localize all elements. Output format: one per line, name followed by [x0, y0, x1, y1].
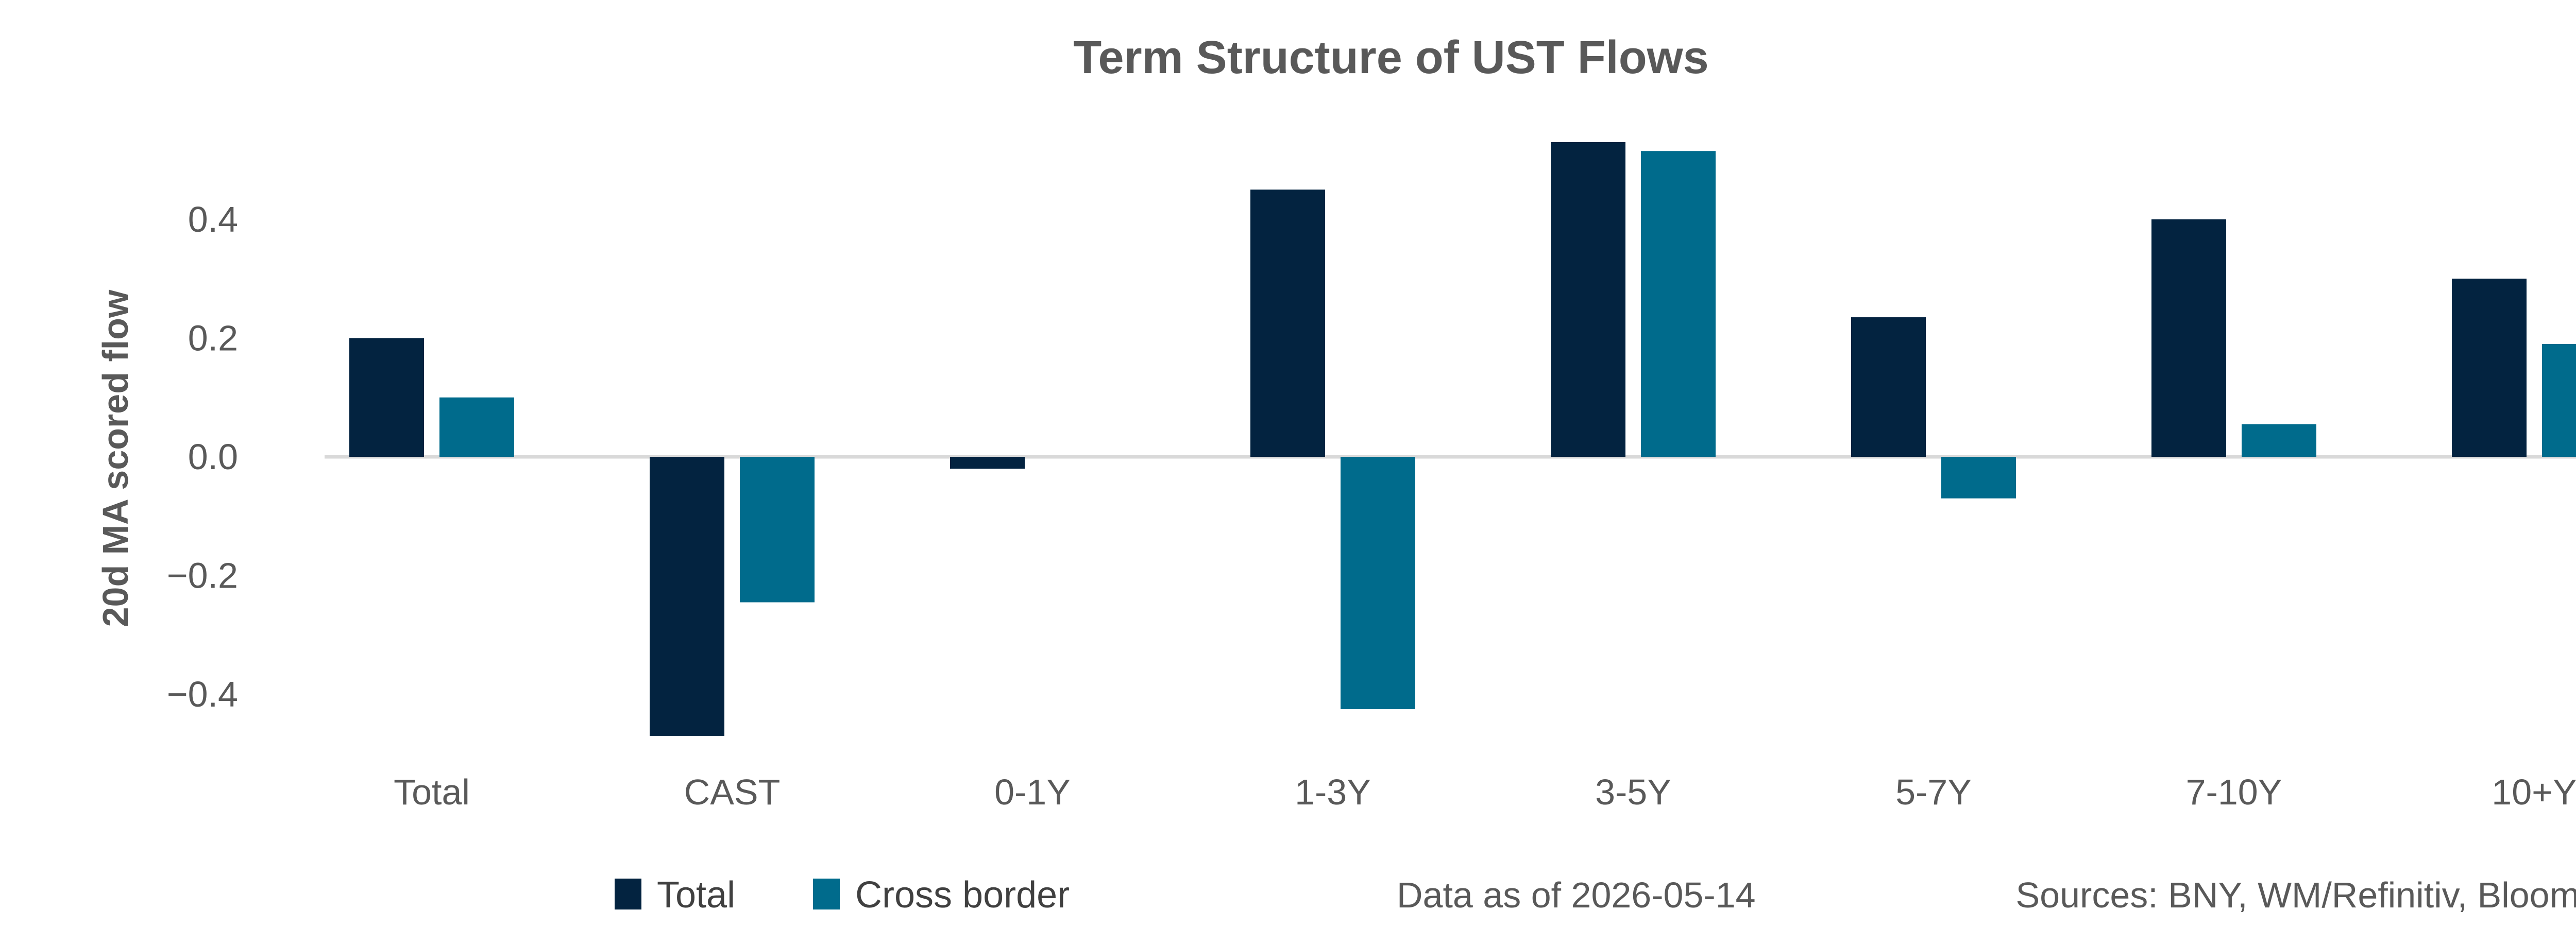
bar-cross-border-cast [740, 457, 815, 603]
legend-swatch-cross-border [813, 879, 840, 909]
y-axis-ticks: 0.4 0.2 0.0 −0.2 −0.4 [167, 199, 238, 714]
x-tick-label: 0-1Y [994, 772, 1071, 812]
bar-total-10-y [2452, 279, 2527, 457]
x-tick-label: 7-10Y [2186, 772, 2282, 812]
bar-total-0-1y [950, 457, 1025, 469]
x-axis-ticks: Total CAST 0-1Y 1-3Y 3-5Y 5-7Y 7-10Y 10+Y [394, 772, 2576, 812]
legend-swatch-total [615, 879, 641, 909]
y-axis-label: 20d MA scored flow [95, 289, 135, 627]
legend: Total Cross border [615, 874, 1070, 916]
bar-total-1-3y [1250, 190, 1325, 457]
y-tick-label: −0.2 [167, 556, 238, 596]
x-tick-label: CAST [684, 772, 781, 812]
bar-cross-border-3-5y [1641, 151, 1716, 457]
legend-label-total: Total [657, 874, 735, 916]
x-tick-label: 5-7Y [1895, 772, 1972, 812]
bar-total-3-5y [1551, 142, 1625, 457]
legend-label-cross-border: Cross border [855, 874, 1070, 916]
y-tick-label: −0.4 [167, 674, 238, 714]
bar-total-7-10y [2151, 219, 2226, 457]
sources: Sources: BNY, WM/Refinitiv, Bloomberg [2015, 875, 2576, 915]
y-tick-label: 0.4 [188, 199, 238, 239]
bar-cross-border-total [439, 397, 514, 457]
bar-cross-border-1-3y [1341, 457, 1415, 710]
x-tick-label: 3-5Y [1595, 772, 1671, 812]
y-tick-label: 0.2 [188, 318, 238, 358]
x-tick-label: 10+Y [2492, 772, 2576, 812]
bar-cross-border-10-y [2542, 344, 2576, 457]
bar-total-5-7y [1851, 317, 1926, 457]
bars [349, 142, 2576, 736]
x-tick-label: Total [394, 772, 470, 812]
x-tick-label: 1-3Y [1295, 772, 1371, 812]
bar-cross-border-7-10y [2242, 424, 2316, 457]
bar-cross-border-5-7y [1941, 457, 2016, 499]
bar-total-cast [650, 457, 724, 736]
chart-title: Term Structure of UST Flows [1073, 32, 1708, 83]
bar-total-total [349, 338, 424, 457]
data-as-of: Data as of 2026-05-14 [1397, 875, 1756, 915]
y-tick-label: 0.0 [188, 437, 238, 477]
